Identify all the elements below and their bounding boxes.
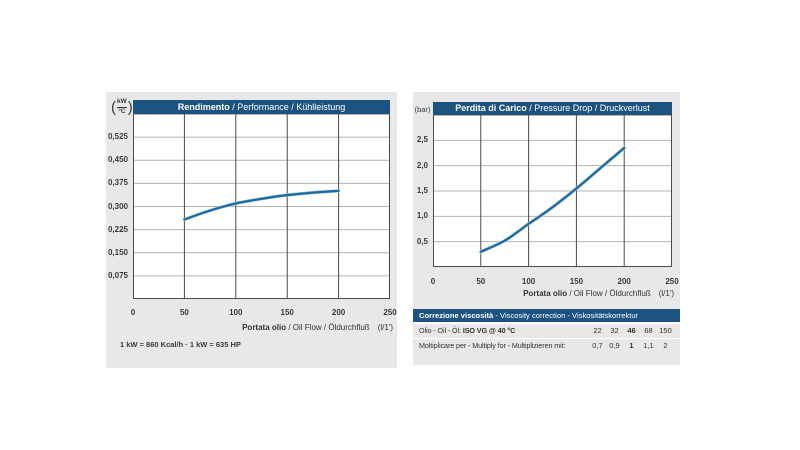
viscosity-header-bold: Correzione viscosità <box>419 311 494 320</box>
unit-numerator: kW <box>117 98 127 105</box>
y-tick-label: 2,0 <box>416 160 428 170</box>
conversion-footnote: 1 kW = 860 Kcal/h · 1 kW = 635 HP <box>120 340 241 349</box>
y-tick-label: 0,225 <box>107 224 128 234</box>
viscosity-table-row-oil-grade: Olio - Oil - Öl: ISO VG @ 40 °C 22 32 46… <box>413 323 680 338</box>
viscosity-header-rest: - Viscosity correction - Viskositätskorr… <box>493 311 639 320</box>
pressure-drop-chart-title: Perdita di Carico / Pressure Drop / Druc… <box>433 102 672 115</box>
pressure-drop-plot-area <box>433 115 672 267</box>
unit-fraction: kW °C <box>116 98 128 115</box>
viscosity-table-header: Correzione viscosità - Viscosity correct… <box>413 309 680 322</box>
viscosity-table-body: Olio - Oil - Öl: ISO VG @ 40 °C 22 32 46… <box>413 322 680 353</box>
x-tick-label: 200 <box>331 308 346 317</box>
row-values: 22 32 46 68 150 <box>589 324 674 338</box>
x-tick-label: 100 <box>521 277 536 286</box>
y-tick-label: 0,525 <box>107 132 128 142</box>
y-tick-label: 0,300 <box>107 201 128 211</box>
performance-chart-panel: ( kW °C ) Rendimento / Performance / Küh… <box>106 92 397 368</box>
x-axis-label-bold: Portata olio <box>523 289 568 298</box>
x-tick-label: 50 <box>476 277 486 286</box>
multiplier-value: 0,9 <box>609 341 620 350</box>
x-tick-label: 250 <box>383 308 397 317</box>
y-tick-label: 0,075 <box>107 270 128 280</box>
x-axis-label-rest: / Oil Flow / Öldurchfluß <box>567 289 651 298</box>
y-tick-label: 0,5 <box>416 236 428 246</box>
chart-title-rest: / Pressure Drop / Druckverlust <box>526 103 650 113</box>
fraction-line <box>117 106 127 108</box>
x-tick-label: 0 <box>430 277 436 286</box>
viscosity-grade-value: 68 <box>644 325 653 335</box>
paren-open: ( <box>111 98 116 116</box>
performance-chart-title: Rendimento / Performance / Kühlleistung <box>133 100 390 114</box>
x-tick-label: 0 <box>130 308 136 317</box>
x-tick-label: 50 <box>179 308 189 317</box>
row-label-bold: ISO VG @ 40 °C <box>462 325 516 335</box>
viscosity-table-row-multiplier: Moltiplicare per - Multiply for - Multip… <box>413 339 680 353</box>
x-tick-label: 150 <box>280 308 294 317</box>
paren-close: ) <box>127 98 133 116</box>
multiplier-value: 1,1 <box>643 341 654 350</box>
row-label: Olio - Oil - Öl: ISO VG @ 40 °C <box>419 324 515 338</box>
multiplier-value: 0,7 <box>592 341 603 350</box>
x-tick-label: 200 <box>617 277 631 286</box>
x-tick-label: 250 <box>665 277 679 286</box>
x-axis-label: Portata olio / Oil Flow / Öldurchfluß (l/… <box>523 289 674 298</box>
y-axis-unit-label: ( kW °C ) <box>111 98 133 116</box>
x-tick-label: 100 <box>229 308 243 317</box>
x-axis-label-bold: Portata olio <box>242 323 287 332</box>
multiplier-value: 1 <box>629 341 634 350</box>
performance-curve-svg <box>133 114 390 299</box>
row-values: 0,7 0,9 1 1,1 2 <box>589 339 674 353</box>
x-tick-label: 150 <box>569 277 584 286</box>
viscosity-grade-value: 22 <box>593 325 602 335</box>
pressure-drop-chart-panel: (bar) Perdita di Carico / Pressure Drop … <box>413 92 680 365</box>
y-tick-label: 1,5 <box>416 186 428 195</box>
chart-title-bold: Rendimento <box>177 102 230 112</box>
x-axis-label: Portata olio / Oil Flow / Öldurchfluß (l/… <box>242 323 393 332</box>
viscosity-grade-value: 46 <box>627 325 636 335</box>
x-axis-unit: (l/1') <box>377 323 393 332</box>
performance-plot-area <box>133 114 390 299</box>
y-tick-label: 0,450 <box>107 155 128 165</box>
row-label: Moltiplicare per - Multiply for - Multip… <box>419 341 566 350</box>
y-axis-unit-label: (bar) <box>414 105 431 114</box>
pressure-drop-curve-svg <box>433 115 672 267</box>
x-axis-unit: (l/1') <box>658 289 674 298</box>
multiplier-value: 2 <box>663 341 668 350</box>
viscosity-grade-value: 32 <box>610 325 619 335</box>
chart-title-rest: / Performance / Kühlleistung <box>229 102 346 112</box>
row-label-prefix: Olio - Oil - Öl: <box>419 325 463 335</box>
y-tick-label: 0,375 <box>107 178 128 188</box>
viscosity-grade-value: 150 <box>659 325 672 335</box>
x-axis-label-rest: / Oil Flow / Öldurchfluß <box>286 323 370 332</box>
chart-title-bold: Perdita di Carico <box>455 103 527 113</box>
y-tick-label: 1,0 <box>416 211 428 221</box>
y-tick-label: 0,150 <box>107 247 128 257</box>
unit-denominator: °C <box>118 107 126 115</box>
y-tick-label: 2,5 <box>416 135 428 145</box>
